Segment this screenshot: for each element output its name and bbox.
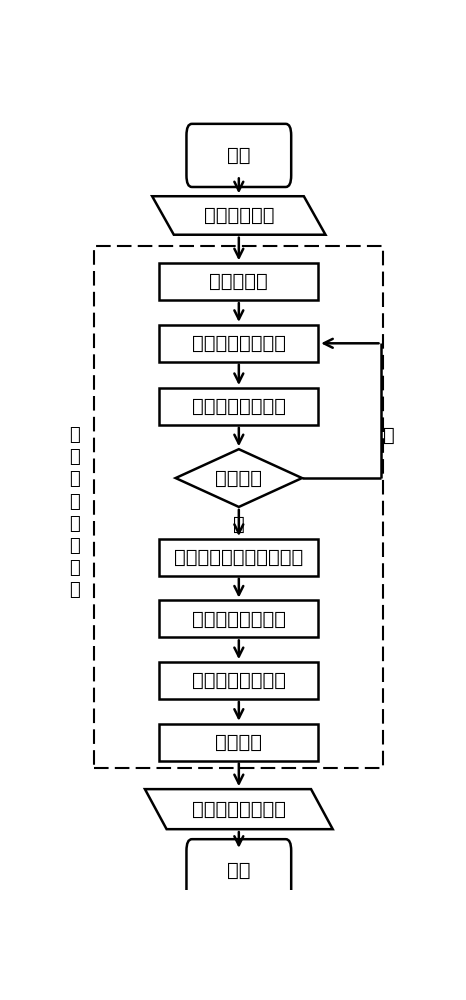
Text: 输出高分辨率资料: 输出高分辨率资料	[192, 800, 286, 819]
Text: 变分方程迭代运算: 变分方程迭代运算	[192, 334, 286, 353]
Text: 是否异常: 是否异常	[215, 469, 262, 488]
Text: 选取标准道: 选取标准道	[209, 272, 268, 291]
Polygon shape	[176, 449, 302, 507]
Bar	[159, 263, 318, 300]
Bar	[159, 325, 318, 362]
Text: 结束: 结束	[227, 861, 251, 880]
Text: 多尺度完整地震分量获取: 多尺度完整地震分量获取	[174, 548, 303, 567]
FancyBboxPatch shape	[186, 124, 291, 187]
Text: 偶数多阶微分计算: 偶数多阶微分计算	[192, 609, 286, 628]
Polygon shape	[145, 789, 333, 829]
Text: 叠合重构: 叠合重构	[215, 733, 262, 752]
Bar	[159, 600, 318, 637]
Bar	[159, 388, 318, 425]
Text: 开始: 开始	[227, 146, 251, 165]
Text: 地震数据输入: 地震数据输入	[204, 206, 274, 225]
Bar	[159, 724, 318, 761]
Text: 是: 是	[383, 426, 395, 445]
Bar	[159, 539, 318, 576]
Polygon shape	[152, 196, 326, 235]
Bar	[159, 662, 318, 699]
Text: 微
分
变
分
模
态
分
解: 微 分 变 分 模 态 分 解	[69, 426, 80, 599]
Text: 瞬时均值频率估计: 瞬时均值频率估计	[192, 397, 286, 416]
Text: 多分量数据归一化: 多分量数据归一化	[192, 671, 286, 690]
Bar	[94, 246, 383, 768]
FancyBboxPatch shape	[186, 839, 291, 902]
Text: 否: 否	[233, 515, 245, 534]
